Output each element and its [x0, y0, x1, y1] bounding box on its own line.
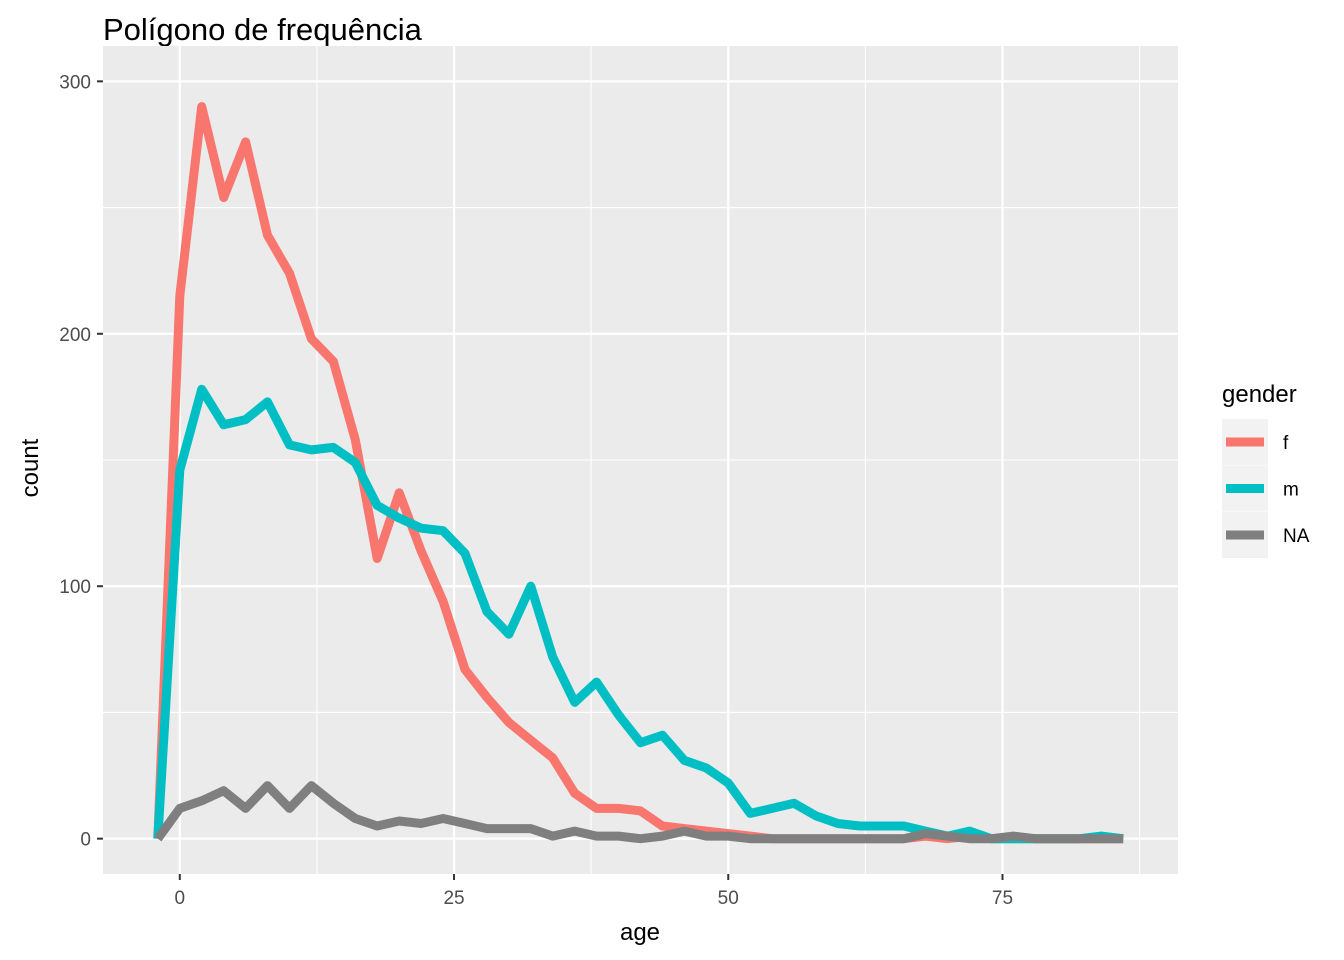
- x-tick-label: 25: [443, 888, 464, 909]
- y-tick-label: 200: [59, 325, 91, 346]
- x-tick-label: 0: [174, 888, 185, 909]
- legend-label-f: f: [1283, 433, 1289, 454]
- x-tick-label: 75: [992, 888, 1013, 909]
- minor-gridlines: [103, 46, 1178, 874]
- y-tick-label: 300: [59, 72, 91, 93]
- y-tick-label: 100: [59, 577, 91, 598]
- series-line-m: [153, 384, 1124, 844]
- legend-label-na: NA: [1283, 526, 1310, 547]
- y-tick-label: 0: [80, 830, 91, 851]
- y-axis: 0 100 200 300: [59, 72, 103, 851]
- legend-label-m: m: [1283, 480, 1299, 501]
- y-axis-title: count: [17, 438, 44, 497]
- x-axis-title: age: [620, 919, 660, 946]
- legend: gender f m NA: [1222, 381, 1310, 558]
- legend-title: gender: [1222, 381, 1297, 408]
- series-line-na: [154, 781, 1124, 844]
- x-tick-label: 50: [718, 888, 739, 909]
- series-lines: [153, 102, 1124, 844]
- x-axis: 0 25 50 75: [174, 874, 1013, 909]
- chart-title: Polígono de frequência: [103, 12, 423, 47]
